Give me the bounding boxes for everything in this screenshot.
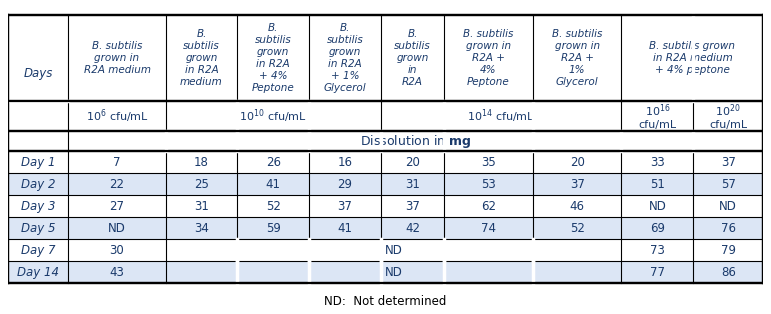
Text: 22: 22	[109, 178, 125, 191]
Text: 51: 51	[650, 178, 665, 191]
Text: 73: 73	[650, 244, 665, 257]
Text: $10^{16}$
cfu/mL: $10^{16}$ cfu/mL	[638, 102, 676, 130]
Text: B.
subtilis
grown
in
R2A: B. subtilis grown in R2A	[394, 29, 431, 87]
Text: 41: 41	[338, 222, 352, 235]
Text: 59: 59	[266, 222, 281, 235]
Text: 30: 30	[109, 244, 124, 257]
Text: $10^6$ cfu/mL: $10^6$ cfu/mL	[86, 107, 149, 125]
Text: 76: 76	[721, 222, 736, 235]
Text: $10^{14}$ cfu/mL: $10^{14}$ cfu/mL	[467, 107, 535, 125]
Text: ND:  Not determined: ND: Not determined	[325, 295, 446, 308]
Text: 86: 86	[721, 266, 736, 279]
Bar	[8, 239, 763, 261]
Text: 37: 37	[338, 200, 352, 213]
Text: 69: 69	[650, 222, 665, 235]
Text: 46: 46	[570, 200, 584, 213]
Bar	[8, 132, 763, 151]
Text: Day 1: Day 1	[21, 156, 56, 169]
Text: 20: 20	[405, 156, 420, 169]
Text: 35: 35	[481, 156, 496, 169]
Text: 52: 52	[266, 200, 281, 213]
Text: 27: 27	[109, 200, 125, 213]
Text: ND: ND	[108, 222, 126, 235]
Text: B.
subtilis
grown
in R2A
+ 1%
Glycerol: B. subtilis grown in R2A + 1% Glycerol	[324, 23, 366, 93]
Text: Day 3: Day 3	[21, 200, 56, 213]
Text: Day 7: Day 7	[21, 244, 56, 257]
Text: 52: 52	[570, 222, 584, 235]
Text: 77: 77	[650, 266, 665, 279]
Bar	[8, 151, 763, 173]
Text: 7: 7	[113, 156, 121, 169]
Text: ND: ND	[648, 200, 666, 213]
Text: 74: 74	[481, 222, 496, 235]
Text: 31: 31	[194, 200, 209, 213]
Text: 79: 79	[721, 244, 736, 257]
Text: 33: 33	[650, 156, 665, 169]
Bar	[8, 195, 763, 217]
Text: B.
subtilis
grown
in R2A
medium: B. subtilis grown in R2A medium	[180, 29, 223, 87]
Text: $10^{10}$ cfu/mL: $10^{10}$ cfu/mL	[239, 107, 307, 125]
Text: 26: 26	[266, 156, 281, 169]
Text: B. subtilis grown
in R2A medium
+ 4% peptone: B. subtilis grown in R2A medium + 4% pep…	[649, 41, 736, 75]
Text: B. subtilis
grown in
R2A +
1%
Glycerol: B. subtilis grown in R2A + 1% Glycerol	[552, 29, 602, 87]
Text: 37: 37	[570, 178, 584, 191]
Text: B. subtilis
grown in
R2A medium: B. subtilis grown in R2A medium	[83, 41, 150, 75]
Text: ND: ND	[385, 244, 402, 257]
Text: 18: 18	[194, 156, 209, 169]
Text: Dissolution in $\mathbf{mg}$: Dissolution in $\mathbf{mg}$	[360, 133, 472, 150]
Text: 42: 42	[405, 222, 420, 235]
Bar	[8, 101, 763, 132]
Text: 31: 31	[405, 178, 420, 191]
Text: 25: 25	[194, 178, 209, 191]
Text: Day 5: Day 5	[21, 222, 56, 235]
Text: ND: ND	[719, 200, 737, 213]
Text: 37: 37	[405, 200, 420, 213]
Text: B. subtilis
grown in
R2A +
4%
Peptone: B. subtilis grown in R2A + 4% Peptone	[463, 29, 513, 87]
Text: 37: 37	[721, 156, 736, 169]
Text: 41: 41	[266, 178, 281, 191]
Text: 53: 53	[481, 178, 496, 191]
Text: 16: 16	[338, 156, 352, 169]
Text: Day 14: Day 14	[17, 266, 59, 279]
Text: 20: 20	[570, 156, 584, 169]
Text: 29: 29	[338, 178, 352, 191]
Text: 43: 43	[109, 266, 124, 279]
Bar	[8, 173, 763, 195]
Text: Day 2: Day 2	[21, 178, 56, 191]
Bar	[8, 15, 763, 101]
Text: ND: ND	[385, 266, 402, 279]
Text: 62: 62	[481, 200, 496, 213]
Bar	[8, 217, 763, 239]
Text: 34: 34	[194, 222, 209, 235]
Text: $10^{20}$
cfu/mL: $10^{20}$ cfu/mL	[709, 102, 747, 130]
Text: 57: 57	[721, 178, 736, 191]
Text: B.
subtilis
grown
in R2A
+ 4%
Peptone: B. subtilis grown in R2A + 4% Peptone	[252, 23, 295, 93]
Text: Days: Days	[23, 67, 52, 80]
Bar	[8, 261, 763, 283]
